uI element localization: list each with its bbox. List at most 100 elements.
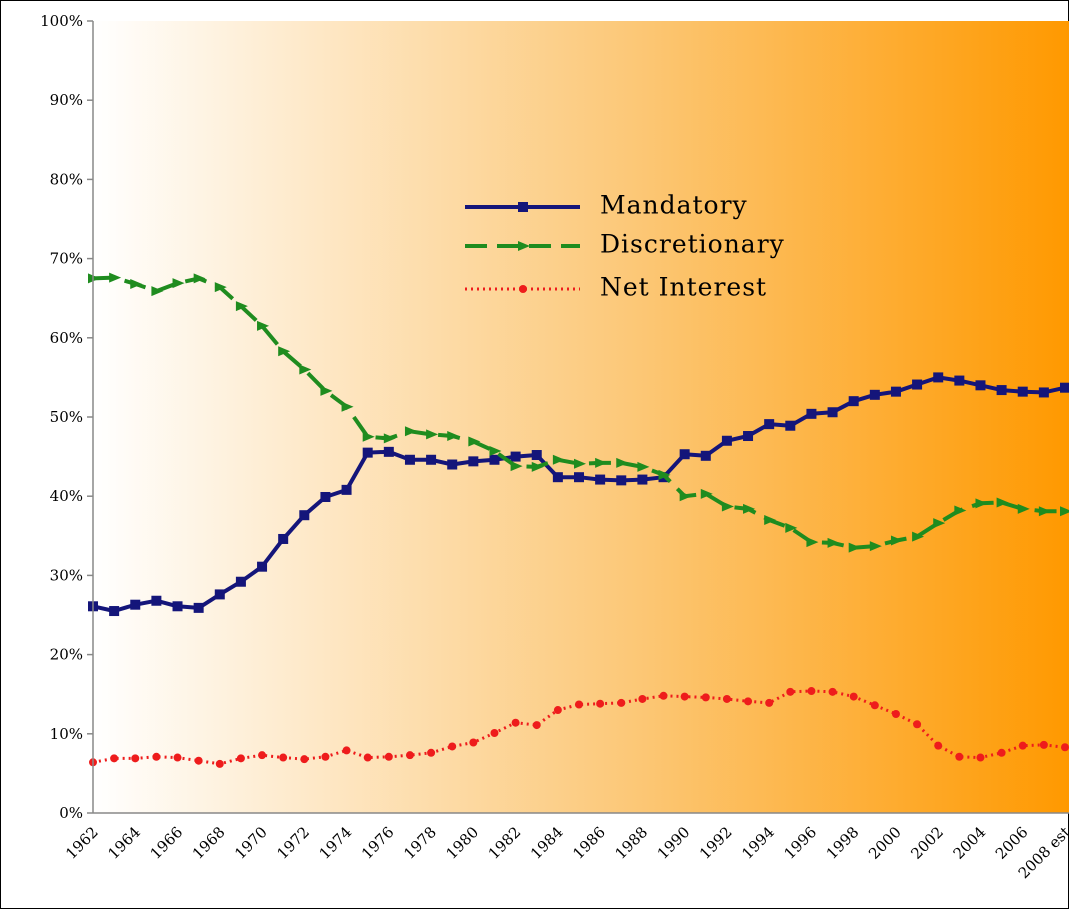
- marker: [427, 748, 436, 757]
- marker: [131, 754, 140, 763]
- marker: [637, 461, 650, 472]
- marker: [869, 389, 880, 400]
- marker: [743, 431, 754, 442]
- marker: [1017, 386, 1028, 397]
- marker: [954, 375, 965, 386]
- marker: [468, 456, 479, 467]
- series-line: [92, 689, 1066, 766]
- legend-marker: [518, 241, 530, 251]
- marker: [215, 759, 224, 768]
- marker: [341, 401, 354, 412]
- marker: [976, 753, 985, 762]
- marker: [891, 710, 900, 718]
- y-tick-label: 100%: [40, 12, 83, 30]
- marker: [278, 346, 291, 357]
- marker: [532, 721, 541, 730]
- y-tick-label: 30%: [50, 566, 83, 584]
- marker: [975, 380, 986, 391]
- marker: [383, 446, 394, 457]
- marker: [1060, 382, 1069, 393]
- marker: [933, 518, 946, 529]
- marker: [531, 450, 542, 461]
- marker: [88, 273, 100, 284]
- marker: [531, 461, 544, 472]
- marker: [785, 420, 796, 431]
- marker: [997, 748, 1006, 757]
- marker: [785, 522, 798, 533]
- marker: [510, 461, 523, 472]
- marker: [448, 742, 457, 751]
- marker: [320, 491, 331, 502]
- marker: [172, 278, 185, 289]
- y-tick-label: 50%: [50, 408, 83, 426]
- marker: [679, 491, 692, 502]
- y-tick-label: 20%: [50, 646, 83, 664]
- marker: [658, 469, 671, 480]
- marker: [426, 429, 439, 440]
- y-tick-label: 90%: [50, 91, 83, 109]
- marker: [764, 419, 775, 430]
- marker: [806, 537, 819, 548]
- marker: [700, 488, 713, 499]
- marker: [596, 699, 605, 708]
- marker: [279, 753, 288, 762]
- marker: [807, 687, 816, 696]
- marker: [1038, 506, 1051, 517]
- marker: [890, 386, 901, 397]
- marker: [934, 741, 943, 750]
- marker: [236, 754, 245, 763]
- marker: [659, 691, 668, 700]
- marker: [468, 436, 481, 447]
- marker: [489, 454, 500, 465]
- marker: [765, 698, 774, 707]
- marker: [553, 706, 562, 715]
- marker: [637, 474, 648, 485]
- y-tick-label: 70%: [50, 250, 83, 268]
- marker: [913, 720, 922, 729]
- marker: [616, 475, 627, 486]
- marker: [469, 738, 478, 747]
- marker: [1060, 506, 1069, 517]
- marker: [869, 541, 882, 552]
- marker: [616, 457, 629, 468]
- marker: [954, 505, 967, 516]
- marker: [595, 457, 608, 468]
- marker: [722, 694, 731, 703]
- marker: [828, 687, 837, 696]
- marker: [278, 533, 289, 544]
- marker: [617, 698, 626, 707]
- marker: [193, 602, 204, 613]
- marker: [638, 694, 647, 703]
- marker: [1061, 743, 1069, 752]
- marker: [744, 697, 753, 706]
- marker: [109, 606, 120, 617]
- marker: [130, 599, 141, 610]
- marker: [1017, 503, 1030, 514]
- marker: [321, 752, 330, 761]
- marker: [849, 692, 858, 701]
- marker: [680, 692, 689, 701]
- marker: [490, 729, 499, 738]
- marker: [743, 503, 756, 514]
- marker: [827, 537, 840, 548]
- y-tick-label: 60%: [50, 329, 83, 347]
- marker: [384, 752, 393, 761]
- marker: [827, 407, 838, 418]
- y-tick-label: 0%: [59, 804, 83, 822]
- marker: [109, 272, 122, 283]
- marker: [173, 753, 182, 762]
- marker: [426, 454, 437, 465]
- legend-label: Net Interest: [600, 273, 767, 302]
- marker: [152, 752, 161, 761]
- marker: [151, 595, 162, 606]
- marker: [383, 433, 396, 444]
- marker: [320, 385, 333, 396]
- marker: [362, 431, 375, 442]
- marker: [975, 498, 988, 509]
- marker: [511, 718, 520, 727]
- marker: [342, 746, 351, 755]
- marker: [172, 601, 183, 612]
- marker: [912, 531, 925, 542]
- y-tick-label: 10%: [50, 725, 83, 743]
- legend-marker: [518, 202, 528, 212]
